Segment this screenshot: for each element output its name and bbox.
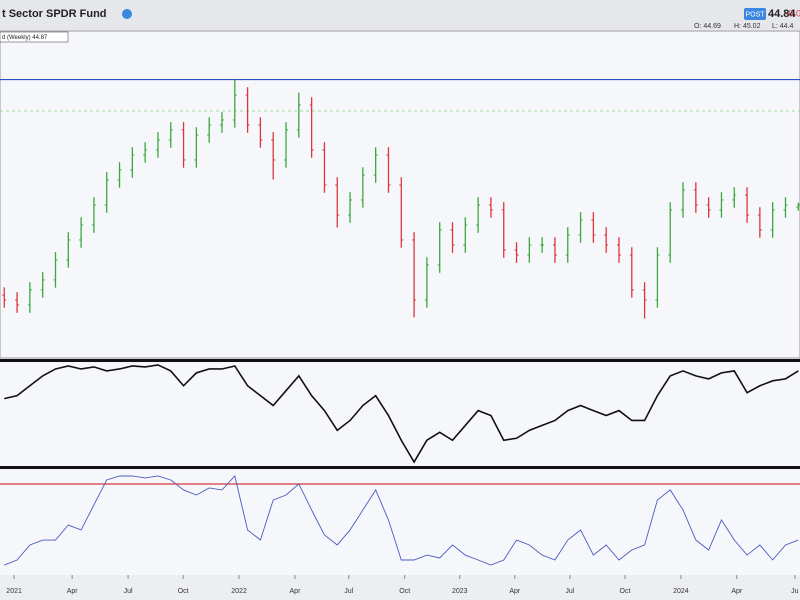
x-tick-label: Jul	[565, 588, 574, 595]
x-tick-label: 2024	[673, 588, 689, 595]
ticker-badge: POST	[745, 11, 765, 18]
ohlc-open: O: 44.69	[694, 23, 721, 30]
x-tick-label: Apr	[67, 588, 79, 595]
x-axis-area	[0, 575, 800, 600]
legend-box	[0, 31, 69, 43]
x-tick-label: Oct	[399, 588, 410, 595]
x-tick-label: 2022	[231, 588, 247, 595]
last-price: 44.84	[768, 8, 796, 20]
indicator-line	[4, 475, 799, 566]
legend-label: d (Weekly) 44.87	[2, 35, 48, 41]
indicator-panel	[0, 470, 800, 575]
info-icon[interactable]	[122, 9, 132, 19]
x-tick-label: Apr	[509, 588, 521, 595]
price-change: -0.0	[785, 8, 800, 18]
ohlc-low: L: 44.4	[772, 23, 794, 30]
x-tick-label: Jul	[344, 588, 353, 595]
indicator-panel	[0, 363, 800, 466]
separator	[0, 466, 800, 469]
x-tick-label: Oct	[178, 588, 189, 595]
header-bar	[0, 0, 800, 30]
x-tick-label: Ju	[791, 588, 799, 595]
x-tick-label: Oct	[620, 588, 631, 595]
x-tick-label: Apr	[731, 588, 743, 595]
x-tick-label: 2021	[6, 588, 22, 595]
x-tick-label: Apr	[290, 588, 302, 595]
price-panel	[0, 30, 800, 359]
separator	[0, 359, 800, 362]
indicator-line	[4, 364, 799, 464]
ohlc-high: H: 45.02	[734, 23, 761, 30]
x-tick-label: Jul	[124, 588, 133, 595]
badge	[744, 8, 766, 20]
title: t Sector SPDR Fund	[2, 8, 107, 20]
x-tick-label: 2023	[452, 588, 468, 595]
